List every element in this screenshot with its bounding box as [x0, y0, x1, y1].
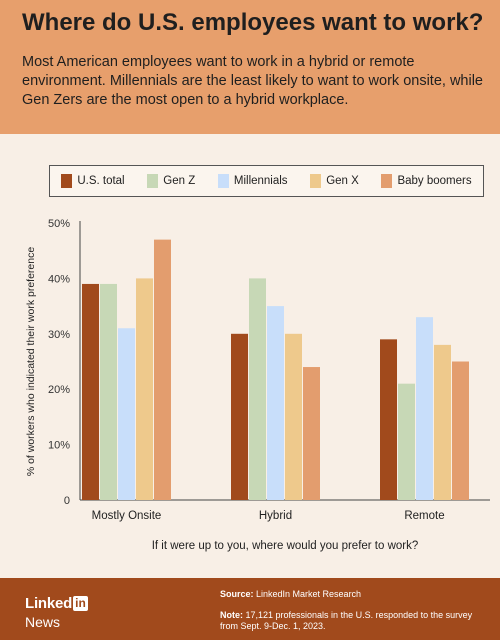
note-label: Note:	[220, 610, 243, 620]
bar-gen-z-remote	[398, 383, 415, 500]
bar-gen-x-remote	[434, 344, 451, 500]
source-note: Source: LinkedIn Market Research	[220, 589, 492, 600]
x-category-label: Remote	[404, 510, 444, 522]
legend-item-baby-boomers: Baby boomers	[381, 174, 472, 188]
legend-swatch	[147, 174, 159, 188]
bar-millennials-remote	[416, 317, 433, 500]
bar-gen-x-mostly-onsite	[136, 278, 153, 500]
header-banner: Where do U.S. employees want to work? Mo…	[0, 0, 500, 134]
y-axis-label: % of workers who indicated their work pr…	[25, 247, 37, 477]
x-category-label: Mostly Onsite	[92, 510, 162, 522]
x-category-label: Hybrid	[259, 510, 292, 522]
bar-chart: 0 10% 20% 30% 40% 50% % of workers who indicat…	[25, 218, 490, 552]
legend-swatch	[381, 174, 393, 188]
legend-label: Gen X	[326, 175, 359, 187]
bar-millennials-mostly-onsite	[118, 328, 135, 500]
footer: Linked in News Source: LinkedIn Market R…	[0, 578, 500, 640]
legend-label: Baby boomers	[397, 175, 472, 187]
page-title: Where do U.S. employees want to work?	[22, 9, 484, 36]
legend-item-u-s-total: U.S. total	[61, 174, 125, 188]
logo-in-badge: in	[73, 596, 88, 611]
bar-u-s-total-remote	[380, 339, 397, 500]
survey-note: Note: 17,121 professionals in the U.S. r…	[220, 610, 492, 632]
legend-swatch	[310, 174, 322, 188]
bar-gen-z-hybrid	[249, 278, 266, 500]
bar-u-s-total-hybrid	[231, 333, 248, 500]
legend-item-millennials: Millennials	[217, 174, 288, 188]
y-tick-label: 40%	[48, 273, 70, 285]
x-axis-label: If it were up to you, where would you pr…	[152, 540, 419, 552]
y-tick-label: 20%	[48, 384, 70, 396]
y-tick-label: 0	[64, 495, 70, 507]
bar-u-s-total-mostly-onsite	[82, 283, 99, 500]
bar-baby-boomers-remote	[452, 361, 469, 500]
linkedin-news-logo: Linked in News	[25, 595, 88, 630]
legend-item-gen-x: Gen X	[310, 174, 359, 188]
logo-news-text: News	[25, 614, 61, 630]
page-subtitle: Most American employees want to work in …	[22, 54, 483, 108]
legend-label: Millennials	[233, 175, 288, 187]
legend-swatch	[61, 174, 73, 188]
bar-gen-x-hybrid	[285, 333, 302, 500]
bar-gen-z-mostly-onsite	[100, 283, 117, 500]
logo-text: Linked	[25, 595, 73, 612]
y-tick-label: 10%	[48, 440, 70, 452]
legend-label: U.S. total	[77, 175, 125, 187]
legend-label: Gen Z	[163, 175, 196, 187]
note-text: 17,121 professionals in the U.S. respond…	[220, 610, 473, 631]
y-tick-label: 30%	[48, 329, 70, 341]
bar-baby-boomers-mostly-onsite	[154, 239, 171, 500]
chart-legend: U.S. total Gen Z Millennials Gen X Baby boom…	[49, 165, 484, 197]
legend-item-gen-z: Gen Z	[147, 174, 195, 188]
bar-baby-boomers-hybrid	[303, 367, 320, 500]
bar-millennials-hybrid	[267, 306, 284, 500]
legend-swatch	[217, 174, 229, 188]
y-tick-label: 50%	[48, 218, 70, 230]
source-text: LinkedIn Market Research	[253, 589, 362, 599]
source-label: Source:	[220, 589, 254, 599]
